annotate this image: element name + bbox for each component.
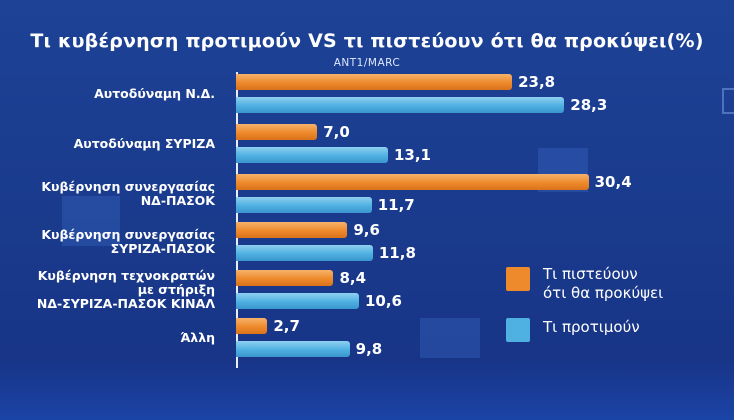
category-label-line: ΝΔ-ΠΑΣΟΚ [140,192,215,208]
legend-label-line: Τι πιστεύουν [543,265,638,283]
chart-title: Τι κυβέρνηση προτιμούν VS τι πιστεύουν ό… [30,30,704,52]
background-square [62,196,120,246]
legend-swatch [506,267,530,291]
data-label: 30,4 [594,173,632,191]
data-label: 13,1 [393,146,431,164]
bar-preferred [236,97,565,113]
background-glow [0,360,734,420]
bar-preferred [236,245,373,261]
bar-preferred [236,197,372,213]
category-label: Αυτοδύναμη ΣΥΡΙΖΑ [73,135,215,151]
legend-label-line: ότι θα προκύψει [543,284,664,302]
bar-expected [236,124,318,140]
category-label-line: ΝΔ-ΣΥΡΙΖΑ-ΠΑΣΟΚ ΚΙΝΑΛ [36,295,215,311]
category-label-line: Αυτοδύναμη ΣΥΡΙΖΑ [73,135,215,151]
category-label-line: ΣΥΡΙΖΑ-ΠΑΣΟΚ [110,240,215,256]
legend-swatch [506,318,530,342]
legend-label: Τι προτιμούν [543,318,640,337]
category-label-line: Άλλη [180,329,215,345]
bar-expected [236,174,589,190]
background-outline-square [722,88,734,114]
data-label: 8,4 [339,269,367,287]
data-label: 11,8 [378,244,416,262]
data-label: 10,6 [364,292,402,310]
category-label: Κυβέρνηση τεχνοκρατών με στήριξη ΝΔ-ΣΥΡΙΖΑ… [36,267,215,311]
data-label: 23,8 [518,73,556,91]
bar-preferred [236,341,350,357]
category-label-line: Κυβέρνηση συνεργασίας [41,226,215,242]
bar-expected [236,222,348,238]
bar-preferred [236,147,388,163]
category-axis-line [236,72,238,368]
legend-label: Τι πιστεύουν ότι θα προκύψει [543,265,663,303]
legend-label-line: Τι προτιμούν [543,318,640,336]
category-label-line: Αυτοδύναμη Ν.Δ. [94,85,215,101]
bar-preferred [236,293,359,309]
category-label: Κυβέρνηση συνεργασίας ΣΥΡΙΖΑ-ΠΑΣΟΚ [41,226,215,256]
category-label-line: Κυβέρνηση συνεργασίας [41,178,215,194]
data-label: 9,6 [353,221,380,239]
data-label: 2,7 [273,317,300,335]
data-label: 7,0 [323,123,350,141]
data-label: 9,8 [355,340,383,358]
background-square [420,318,480,358]
data-label: 11,7 [377,196,415,214]
bar-expected [236,270,334,286]
chart-subtitle: ΑΝΤ1/MARC [333,57,401,69]
bar-expected [236,74,513,90]
category-label-line: Κυβέρνηση τεχνοκρατών [37,267,215,283]
category-label-line: με στήριξη [137,281,215,297]
category-label: Αυτοδύναμη Ν.Δ. [94,85,215,101]
category-label: Άλλη [180,329,215,345]
bar-expected [236,318,268,334]
data-label: 28,3 [570,96,608,114]
category-label: Κυβέρνηση συνεργασίας ΝΔ-ΠΑΣΟΚ [41,178,215,208]
